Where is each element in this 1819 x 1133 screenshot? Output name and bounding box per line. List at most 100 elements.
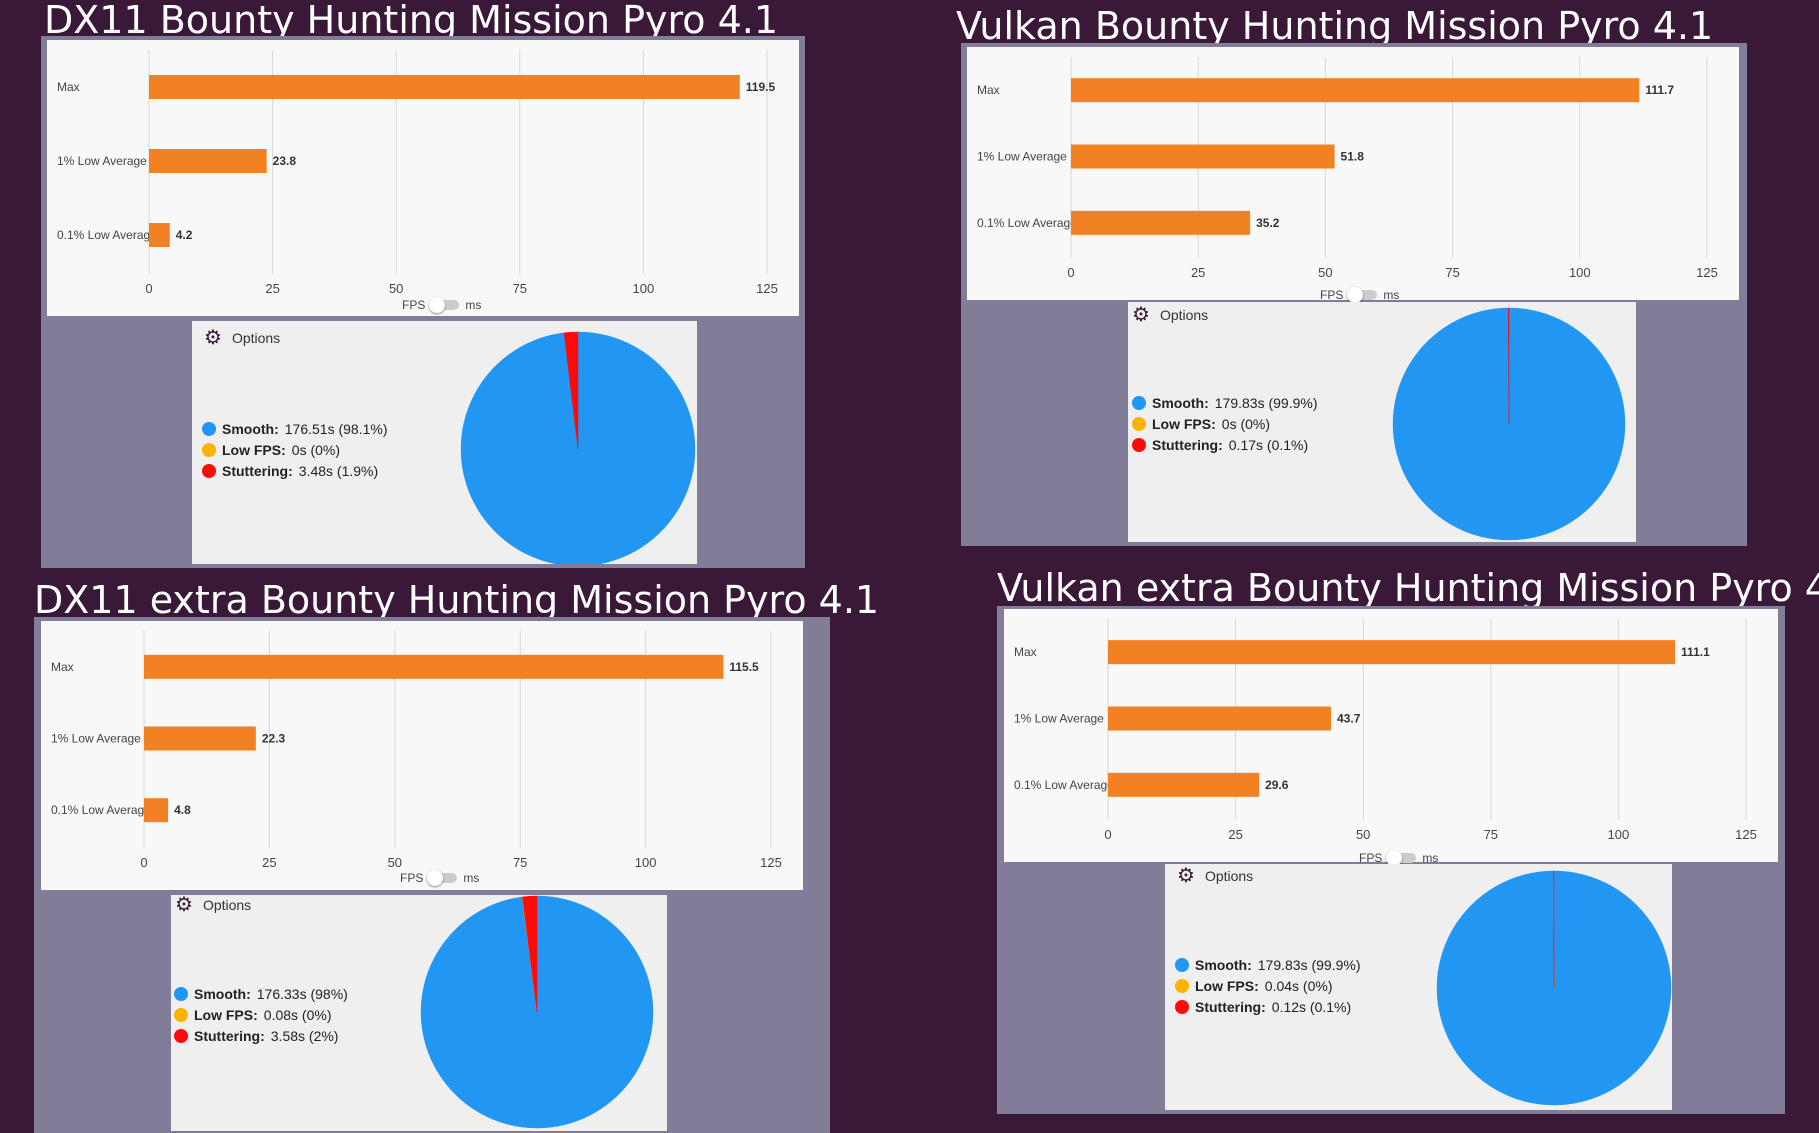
pie-legend: Smooth: 176.51s (98.1%) Low FPS: 0s (0%) S… [202, 418, 388, 481]
category-label: Max [1014, 645, 1037, 659]
category-label: Max [977, 83, 1000, 97]
stuttering-dot [202, 463, 216, 478]
tick-label: 75 [513, 855, 527, 870]
category-label: 0.1% Low Average [1014, 778, 1114, 792]
category-label: Max [51, 660, 74, 674]
options-label: Options [231, 330, 281, 346]
toggle-knob[interactable] [1347, 287, 1364, 303]
legend-row-stuttering: Stuttering: 0.12s (0.1%) [1175, 996, 1361, 1017]
legend-row-smooth: Smooth: 179.83s (99.9%) [1132, 392, 1318, 413]
fps-ms-toggle[interactable]: FPS ms [1359, 850, 1439, 866]
value-label: 4.2 [176, 228, 193, 242]
fps-ms-toggle[interactable]: FPS ms [400, 870, 479, 886]
toggle-switch[interactable] [1347, 287, 1378, 303]
toggle-switch[interactable] [1386, 850, 1417, 866]
options-label: Options [202, 897, 252, 913]
value-label: 119.5 [746, 80, 776, 94]
value-label: 111.1 [1681, 645, 1710, 659]
category-label: 0.1% Low Average [977, 216, 1077, 230]
legend-label: Low FPS: [222, 441, 286, 458]
pie-legend: Smooth: 179.83s (99.9%) Low FPS: 0s (0%) S… [1132, 392, 1318, 455]
smooth-dot [174, 986, 188, 1001]
legend-value: 176.33s (98%) [256, 985, 348, 1002]
chart-title: DX11 extra Bounty Hunting Mission Pyro 4… [34, 578, 880, 622]
legend-value: 176.51s (98.1%) [284, 420, 388, 437]
bar-chart-card: 0 25 50 75 100 125 Max 115.5 1% Low Average 22.3 0… [41, 621, 803, 890]
legend-row-smooth: Smooth: 176.51s (98.1%) [202, 418, 388, 439]
chart-panel: 0 25 50 75 100 125 Max 111.7 1% Low Average 51.8 0… [961, 43, 1747, 546]
pie-card: ⚙ Options Smooth: 176.51s (98.1%) Low FPS… [192, 321, 697, 564]
pie-card: ⚙ Options Smooth: 179.83s (99.9%) Low FPS… [1128, 302, 1636, 542]
legend-value: 0.08s (0%) [263, 1006, 332, 1023]
category-label: 1% Low Average [57, 154, 147, 168]
pie-slice-smooth [460, 331, 696, 564]
legend-label: Low FPS: [1152, 415, 1216, 432]
tick-label: 125 [1696, 265, 1718, 280]
stuttering-dot [174, 1028, 188, 1043]
gear-icon[interactable]: ⚙ [175, 894, 193, 916]
pie-slice-stuttering [1508, 307, 1510, 425]
value-label: 35.2 [1256, 216, 1280, 230]
legend-row-smooth: Smooth: 176.33s (98%) [174, 983, 348, 1004]
pie-slice-stuttering [1553, 870, 1555, 989]
tick-label: 50 [1318, 265, 1332, 280]
pie-chart [1392, 307, 1626, 541]
legend-value: 179.83s (99.9%) [1257, 956, 1361, 973]
value-label: 43.7 [1337, 712, 1361, 726]
toggle-switch[interactable] [429, 297, 460, 313]
tick-label: 50 [389, 281, 403, 296]
category-label: 1% Low Average [1014, 712, 1104, 726]
toggle-ms-label: ms [465, 298, 482, 312]
legend-value: 0s (0%) [291, 441, 341, 458]
bar [144, 654, 724, 679]
tick-label: 100 [635, 855, 657, 870]
legend-row-low-fps: Low FPS: 0.04s (0%) [1175, 975, 1361, 996]
toggle-knob[interactable] [1386, 850, 1403, 866]
fps-ms-toggle[interactable]: FPS ms [402, 297, 482, 313]
value-label: 22.3 [262, 732, 286, 746]
legend-label: Stuttering: [1152, 436, 1223, 453]
legend-label: Smooth: [1195, 956, 1252, 973]
value-label: 4.8 [174, 803, 191, 817]
legend-value: 3.58s (2%) [270, 1027, 339, 1044]
gear-icon[interactable]: ⚙ [204, 327, 222, 349]
options-button[interactable]: ⚙ Options [204, 327, 281, 349]
category-label: 1% Low Average [977, 150, 1067, 164]
legend-value: 179.83s (99.9%) [1214, 394, 1318, 411]
legend-row-low-fps: Low FPS: 0.08s (0%) [174, 1004, 348, 1025]
pie-chart [420, 895, 654, 1129]
legend-label: Low FPS: [1195, 977, 1259, 994]
options-button[interactable]: ⚙ Options [1132, 304, 1209, 326]
tick-label: 125 [1735, 827, 1757, 842]
tick-label: 0 [1104, 827, 1111, 842]
chart-panel: 0 25 50 75 100 125 Max 111.1 1% Low Average 43.7 0… [997, 606, 1785, 1114]
toggle-switch[interactable] [427, 870, 458, 886]
toggle-knob[interactable] [427, 870, 444, 886]
bar-chart: 0 25 50 75 100 125 Max 111.1 1% Low Average 43.7 0… [1014, 619, 1757, 842]
tick-label: 100 [633, 281, 655, 296]
pie-legend: Smooth: 176.33s (98%) Low FPS: 0.08s (0%) … [174, 983, 348, 1046]
stuttering-dot [1175, 999, 1189, 1014]
gear-icon[interactable]: ⚙ [1177, 865, 1195, 887]
tick-label: 25 [1191, 265, 1205, 280]
stuttering-dot [1132, 437, 1146, 452]
chart-panel: 0 25 50 75 100 125 Max 119.5 1% Low Average 23.8 0… [41, 36, 805, 568]
bar [1071, 78, 1640, 103]
toggle-ms-label: ms [1422, 851, 1439, 865]
pie-card: ⚙ Options Smooth: 179.83s (99.9%) Low FPS… [1165, 864, 1672, 1110]
options-button[interactable]: ⚙ Options [175, 894, 252, 916]
legend-value: 0.04s (0%) [1264, 977, 1333, 994]
bar [1108, 640, 1676, 665]
legend-label: Stuttering: [222, 462, 293, 479]
bar [149, 223, 170, 247]
toggle-knob[interactable] [429, 297, 446, 313]
bar [144, 726, 256, 751]
fps-ms-toggle[interactable]: FPS ms [1320, 287, 1399, 303]
smooth-dot [202, 421, 216, 436]
options-button[interactable]: ⚙ Options [1177, 865, 1253, 887]
options-label: Options [1159, 307, 1209, 323]
gear-icon[interactable]: ⚙ [1132, 304, 1150, 326]
tick-label: 125 [756, 281, 778, 296]
tick-label: 0 [1067, 265, 1074, 280]
legend-value: 0s (0%) [1221, 415, 1271, 432]
